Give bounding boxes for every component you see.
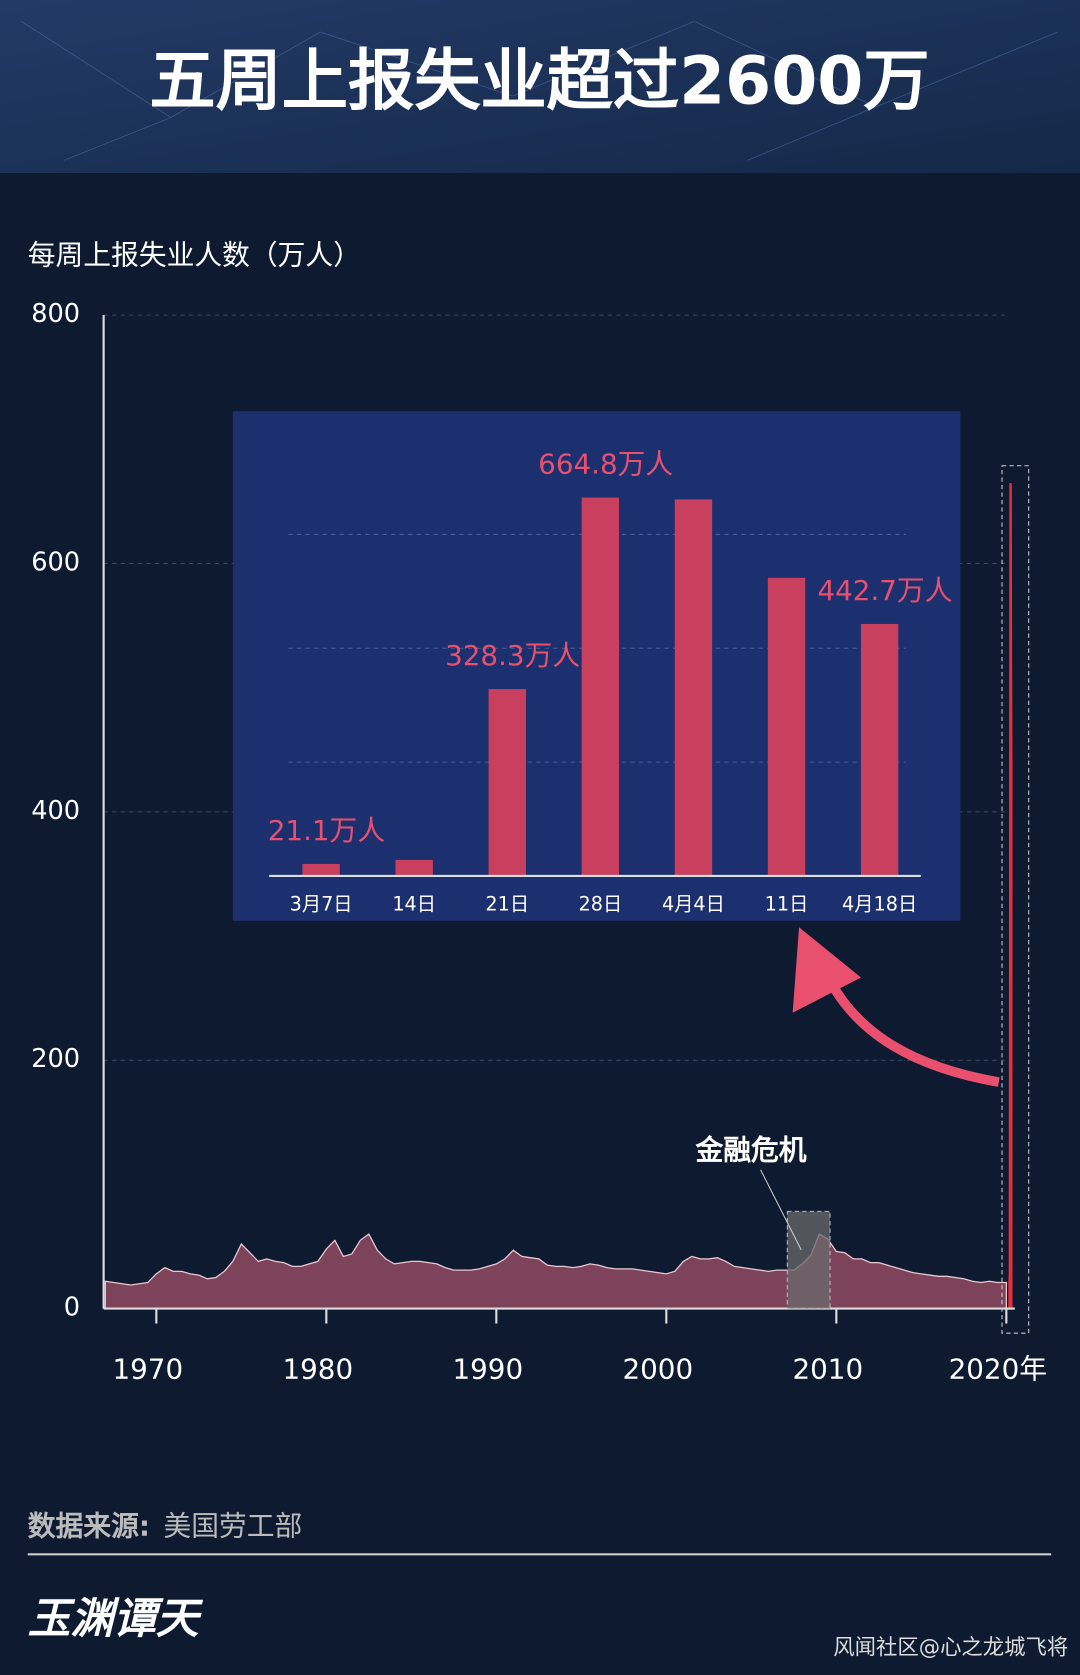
- header-band: [0, 0, 1080, 174]
- annotation-leader: [760, 1169, 802, 1251]
- bar: [302, 863, 340, 876]
- value-label: 664.8万人: [538, 447, 673, 480]
- x-tick-label: 28日: [579, 892, 623, 915]
- bar: [488, 689, 526, 876]
- source-label: 数据来源:: [28, 1510, 150, 1543]
- value-label: 442.7万人: [817, 574, 952, 607]
- y-tick-label: 400: [31, 796, 80, 826]
- x-tick-label: 1980: [282, 1353, 353, 1386]
- x-tick-label: 1970: [112, 1353, 183, 1386]
- y-axis-label: 每周上报失业人数（万人）: [28, 238, 361, 271]
- annotation: 金融危机: [694, 1134, 806, 1167]
- x-tick-label: 4月4日: [662, 892, 725, 915]
- arrow-head: [792, 927, 862, 1013]
- bar: [395, 859, 433, 876]
- bar: [581, 497, 620, 876]
- logo: 玉渊谭天: [28, 1594, 204, 1644]
- header-texture: [21, 20, 1058, 161]
- y-tick-label: 800: [31, 299, 80, 329]
- main-chart: 0 200 400 600 800 1970 1980 1990 2000 2010 2020年: [31, 299, 1047, 1385]
- watermark: 风闻社区@心之龙城飞将: [833, 1635, 1068, 1660]
- bar: [860, 623, 899, 876]
- x-tick-label: 2020年: [949, 1353, 1047, 1386]
- value-label: 21.1万人: [268, 814, 385, 847]
- y-tick-label: 0: [64, 1293, 80, 1323]
- x-tick-label: 2000: [622, 1353, 693, 1386]
- x-tick-label: 11日: [765, 892, 809, 915]
- x-tick-label: 4月18日: [842, 892, 917, 915]
- arrow: [820, 967, 1000, 1087]
- crisis-box: [786, 1210, 831, 1310]
- x-tick-label: 14日: [392, 892, 436, 915]
- source: 美国劳工部: [163, 1510, 302, 1543]
- area: [104, 1233, 1007, 1310]
- x-tick-label: 2010: [792, 1353, 863, 1386]
- bar: [767, 577, 806, 876]
- spike-box: [1001, 465, 1030, 1334]
- y-tick-label: 200: [31, 1044, 80, 1074]
- value-label: 328.3万人: [445, 639, 580, 672]
- inset-chart: 3月7日 21.1万人 14日 21日 328.3万人 28日 664.8万人 4月4日 11日…: [268, 447, 953, 915]
- x-tick-label: 21日: [485, 892, 529, 915]
- page-title: 五周上报失业超过2600万: [149, 43, 929, 120]
- bar: [674, 499, 713, 876]
- x-tick-label: 3月7日: [290, 892, 353, 915]
- y-tick-label: 600: [31, 547, 80, 577]
- x-tick-label: 1990: [452, 1353, 523, 1386]
- area: [1008, 482, 1013, 1310]
